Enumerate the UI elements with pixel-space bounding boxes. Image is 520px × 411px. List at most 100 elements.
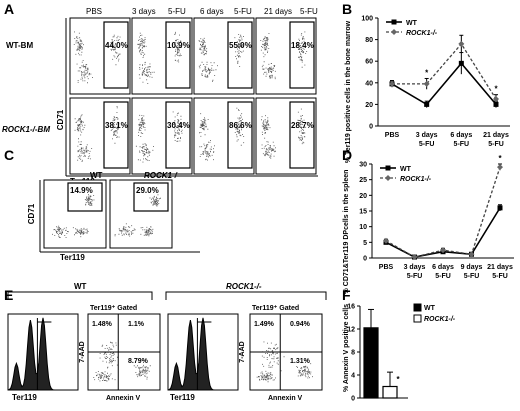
group-label-e-wt: WT xyxy=(74,282,87,291)
scatter-dots xyxy=(256,341,313,383)
legend-marker-wt xyxy=(391,19,397,25)
panel-f-chart: % Annexin V positive cells 0 4 8 12 16 * WT ROC… xyxy=(343,303,456,403)
group-label-e-rock1: ROCK1-/- xyxy=(226,282,262,291)
group-label-rock1: ROCK1-/- xyxy=(144,171,180,180)
x-tick-label: PBS xyxy=(385,132,400,139)
flow-plot-dots xyxy=(74,106,120,162)
legend-label-rock1: ROCK1-/- xyxy=(424,316,456,323)
legend-label-wt: WT xyxy=(424,305,436,312)
bar-wt xyxy=(363,327,379,399)
data-point-rock1 xyxy=(389,80,395,87)
gate-box xyxy=(103,101,129,169)
row-label-rock1-bm: ROCK1-/-BM xyxy=(2,125,50,134)
data-point-wt xyxy=(497,205,503,211)
quadrant-lr-value: 1.31% xyxy=(290,358,311,365)
series-line-wt xyxy=(391,62,497,106)
y-tick-label: 5 xyxy=(363,240,367,247)
significance-marker: * xyxy=(494,85,498,94)
panel-label-d: D xyxy=(342,147,352,163)
gate-percentage: 30.4% xyxy=(167,121,190,130)
data-point-wt xyxy=(424,101,430,107)
significance-marker: * xyxy=(498,154,502,163)
x-tick-label-line2: 5-FU xyxy=(435,273,451,280)
panel-a-flow-plots: 44.0% 10.9% 55.0% 18.4% 38.1% 30.4% 86.6% 28.7% xyxy=(69,17,317,175)
y-tick-label: 10 xyxy=(359,224,367,231)
scatter-dots xyxy=(93,341,151,382)
x-tick-label: PBS xyxy=(379,264,394,271)
panel-e-flow-plots: 1.48% 1.1% 8.79% 1.49% 0.94% 1.31% xyxy=(7,313,323,391)
quadrant-ur-value: 1.1% xyxy=(128,321,145,328)
flow-plot-dots xyxy=(135,111,183,163)
y-tick-label: 20 xyxy=(359,193,367,200)
y-tick-label: 30 xyxy=(359,162,367,169)
legend-marker-rock1 xyxy=(391,29,397,35)
gated-label-rock1: Ter119⁺ Gated xyxy=(252,305,299,312)
gate-percentage: 55.0% xyxy=(229,41,252,50)
gate-percentage: 44.0% xyxy=(105,41,128,50)
legend-marker-rock1 xyxy=(385,175,391,181)
gate-box xyxy=(289,101,315,169)
legend-label-rock1: ROCK1-/- xyxy=(406,30,438,37)
gate-box xyxy=(103,21,129,89)
scatter-ylabel-wt: 7-AAD xyxy=(79,341,86,362)
x-tick-label: 3 days xyxy=(416,132,438,139)
bracket-rock1 xyxy=(165,291,327,300)
series-line-rock1 xyxy=(392,42,497,100)
col-header-3days-5fu: 5-FU xyxy=(168,7,186,16)
x-tick-label: 3 days xyxy=(404,264,426,271)
gate-percentage: 86.6% xyxy=(229,121,252,130)
panel-e: WT ROCK1-/- Ter119⁺ Gated Ter119⁺ Gated … xyxy=(7,282,327,402)
significance-marker: * xyxy=(396,375,400,384)
panel-c-flow-plots: 14.9% 29.0% xyxy=(43,179,173,249)
flow-plot-frame xyxy=(255,17,317,95)
gate-box xyxy=(227,101,253,169)
y-tick-label: 60 xyxy=(365,59,373,66)
panel-label-a: A xyxy=(4,1,14,17)
histogram-fill xyxy=(7,317,78,391)
quadrant-ul-value: 1.48% xyxy=(92,321,113,328)
data-point-wt xyxy=(493,101,499,107)
hist-xlabel-wt: Ter119 xyxy=(12,393,37,402)
flow-plot-frame xyxy=(109,179,173,249)
panel-c: WT ROCK1-/- CD71 Ter119 14.9% 29.0% xyxy=(27,171,200,262)
x-tick-label: 21 days xyxy=(487,264,513,271)
gate-percentage: 28.7% xyxy=(291,121,314,130)
col-header-21days: 21 days xyxy=(264,7,292,16)
panel-b-chart: % Ter119 positive cells in the bone marr… xyxy=(345,16,510,163)
panel-c-ylabel: CD71 xyxy=(27,203,36,224)
legend-marker-wt xyxy=(385,165,391,171)
flow-plot-frame xyxy=(255,97,317,175)
quadrant-ul-value: 1.49% xyxy=(254,321,275,328)
bracket-wt xyxy=(7,291,153,300)
panel-label-c: C xyxy=(4,147,14,163)
gated-label-wt: Ter119⁺ Gated xyxy=(90,305,137,312)
x-tick-label-line2: 5-FU xyxy=(454,141,470,148)
panel-a: PBS 3 days 5-FU 6 days 5-FU 21 days 5-FU… xyxy=(2,7,318,186)
y-tick-label: 8 xyxy=(351,350,355,357)
col-header-3days: 3 days xyxy=(132,7,156,16)
y-tick-label: 0 xyxy=(369,124,373,131)
y-tick-label: 100 xyxy=(361,16,373,23)
gate-box xyxy=(67,182,103,212)
x-tick-label: 21 days xyxy=(483,132,509,139)
group-label-wt: WT xyxy=(90,171,103,180)
legend-swatch-rock1 xyxy=(413,314,422,323)
legend-label-wt: WT xyxy=(400,166,412,173)
hist-xlabel-rock1: Ter119 xyxy=(170,393,195,402)
gate-box xyxy=(165,101,191,169)
gate-box xyxy=(165,21,191,89)
gate-percentage: 18.4% xyxy=(291,41,314,50)
gate-percentage: 29.0% xyxy=(136,186,159,195)
data-point-rock1 xyxy=(468,251,475,258)
col-header-pbs: PBS xyxy=(86,7,102,16)
legend-swatch-wt xyxy=(413,303,422,312)
significance-marker: * xyxy=(425,68,429,77)
quadrant-lr-value: 8.79% xyxy=(128,358,149,365)
flow-plot-frame xyxy=(131,97,193,175)
data-point-rock1 xyxy=(458,40,465,47)
legend-label-rock1: ROCK1-/- xyxy=(400,176,432,183)
x-tick-label-line2: 5-FU xyxy=(419,141,435,148)
panel-d-chart: % CD71&Ter119 DPcells in the spleen 0 5 10… xyxy=(343,154,514,294)
panel-f-ylabel: % Annexin V positive cells xyxy=(343,304,350,392)
